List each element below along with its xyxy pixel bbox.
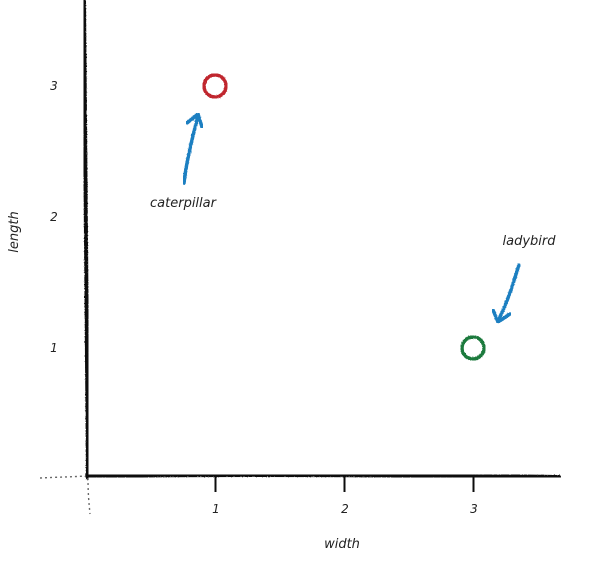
ticks-layer: 1 2 3 1 2 3 — [50, 79, 478, 516]
points-layer — [202, 73, 486, 361]
annotations-layer: caterpillar ladybird — [150, 112, 557, 324]
scatter-point — [202, 73, 228, 99]
x-axis-label: width — [324, 537, 360, 552]
annotation-arrow — [496, 263, 521, 323]
x-tick-label: 2 — [341, 502, 349, 516]
axes-layer — [39, 0, 561, 515]
x-tick-mark — [213, 474, 218, 493]
x-axis-extension — [39, 475, 87, 479]
x-tick-mark — [471, 474, 476, 493]
x-tick-label: 3 — [470, 502, 478, 516]
y-axis-label: length — [7, 211, 22, 252]
y-tick-label: 1 — [50, 341, 58, 355]
y-axis-extension — [87, 477, 91, 515]
annotation-arrowhead — [491, 308, 512, 324]
x-tick-mark — [342, 474, 347, 493]
x-axis-line — [85, 472, 561, 479]
scatter-point — [460, 335, 486, 361]
y-axis-line — [82, 0, 90, 480]
point-annotation-label: ladybird — [503, 234, 557, 249]
point-annotation-label: caterpillar — [150, 196, 218, 211]
x-tick-label: 1 — [212, 502, 220, 516]
y-tick-label: 2 — [50, 210, 58, 224]
annotation-arrowhead — [185, 112, 204, 129]
annotation-arrow — [182, 114, 200, 185]
y-tick-label: 3 — [50, 79, 58, 93]
